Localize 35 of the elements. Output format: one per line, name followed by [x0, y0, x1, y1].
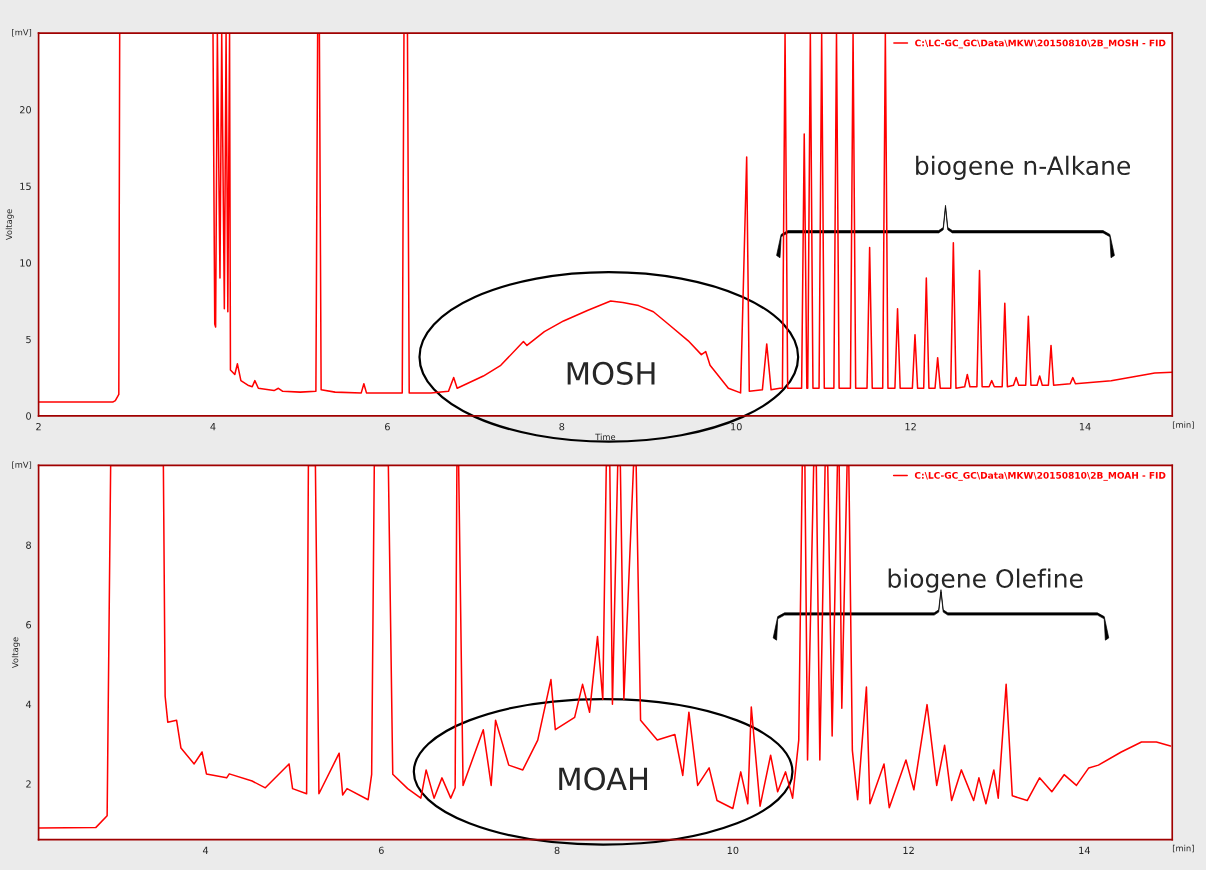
x-tick-label: 10	[727, 846, 739, 855]
x-tick-label: 14	[1079, 423, 1091, 431]
x-tick-label: 6	[378, 846, 384, 855]
legend-label: C:\LC-GC_GC\Data\MKW\20150810\2B_MOSH - FID	[915, 39, 1166, 49]
y-axis-title: Voltage	[5, 209, 14, 241]
annotation: biogene n-Alkane	[916, 155, 1130, 180]
text: [mV]	[12, 29, 32, 37]
y-axis-title: Voltage	[11, 637, 20, 669]
x-tick-label: 10	[731, 422, 742, 431]
x-tick-label: 4	[202, 846, 209, 854]
legend-label: C:\LC-GC_GC\Data\MKW\20150810\2B_MOAH - FID	[914, 471, 1166, 481]
text: [min]	[1172, 421, 1194, 429]
annotation: MOAH	[559, 767, 648, 791]
annotation: MOSH	[567, 361, 655, 385]
y-tick-label: 5	[26, 335, 31, 344]
x-axis-title: Time	[595, 433, 616, 441]
text: [mV]	[12, 461, 32, 469]
x-tick-label: 12	[905, 422, 916, 431]
y-tick-label: 2	[26, 780, 31, 788]
x-tick-label: 12	[903, 846, 914, 854]
text: [min]	[1172, 844, 1194, 853]
y-tick-label: 0	[26, 412, 31, 420]
y-tick-label: 15	[20, 182, 31, 191]
x-tick-label: 14	[1079, 846, 1090, 854]
y-tick-label: 20	[19, 106, 31, 114]
y-tick-label: 8	[26, 541, 31, 549]
x-tick-label: 6	[384, 422, 390, 431]
y-tick-label: 10	[20, 259, 31, 267]
x-tick-label: 2	[36, 422, 41, 431]
y-tick-label: 6	[26, 621, 32, 629]
x-tick-label: 8	[554, 846, 560, 855]
x-tick-label: 4	[210, 423, 216, 431]
y-tick-label: 4	[25, 700, 32, 708]
x-tick-label: 8	[559, 422, 565, 431]
annotation: biogene Olefine	[888, 568, 1083, 593]
